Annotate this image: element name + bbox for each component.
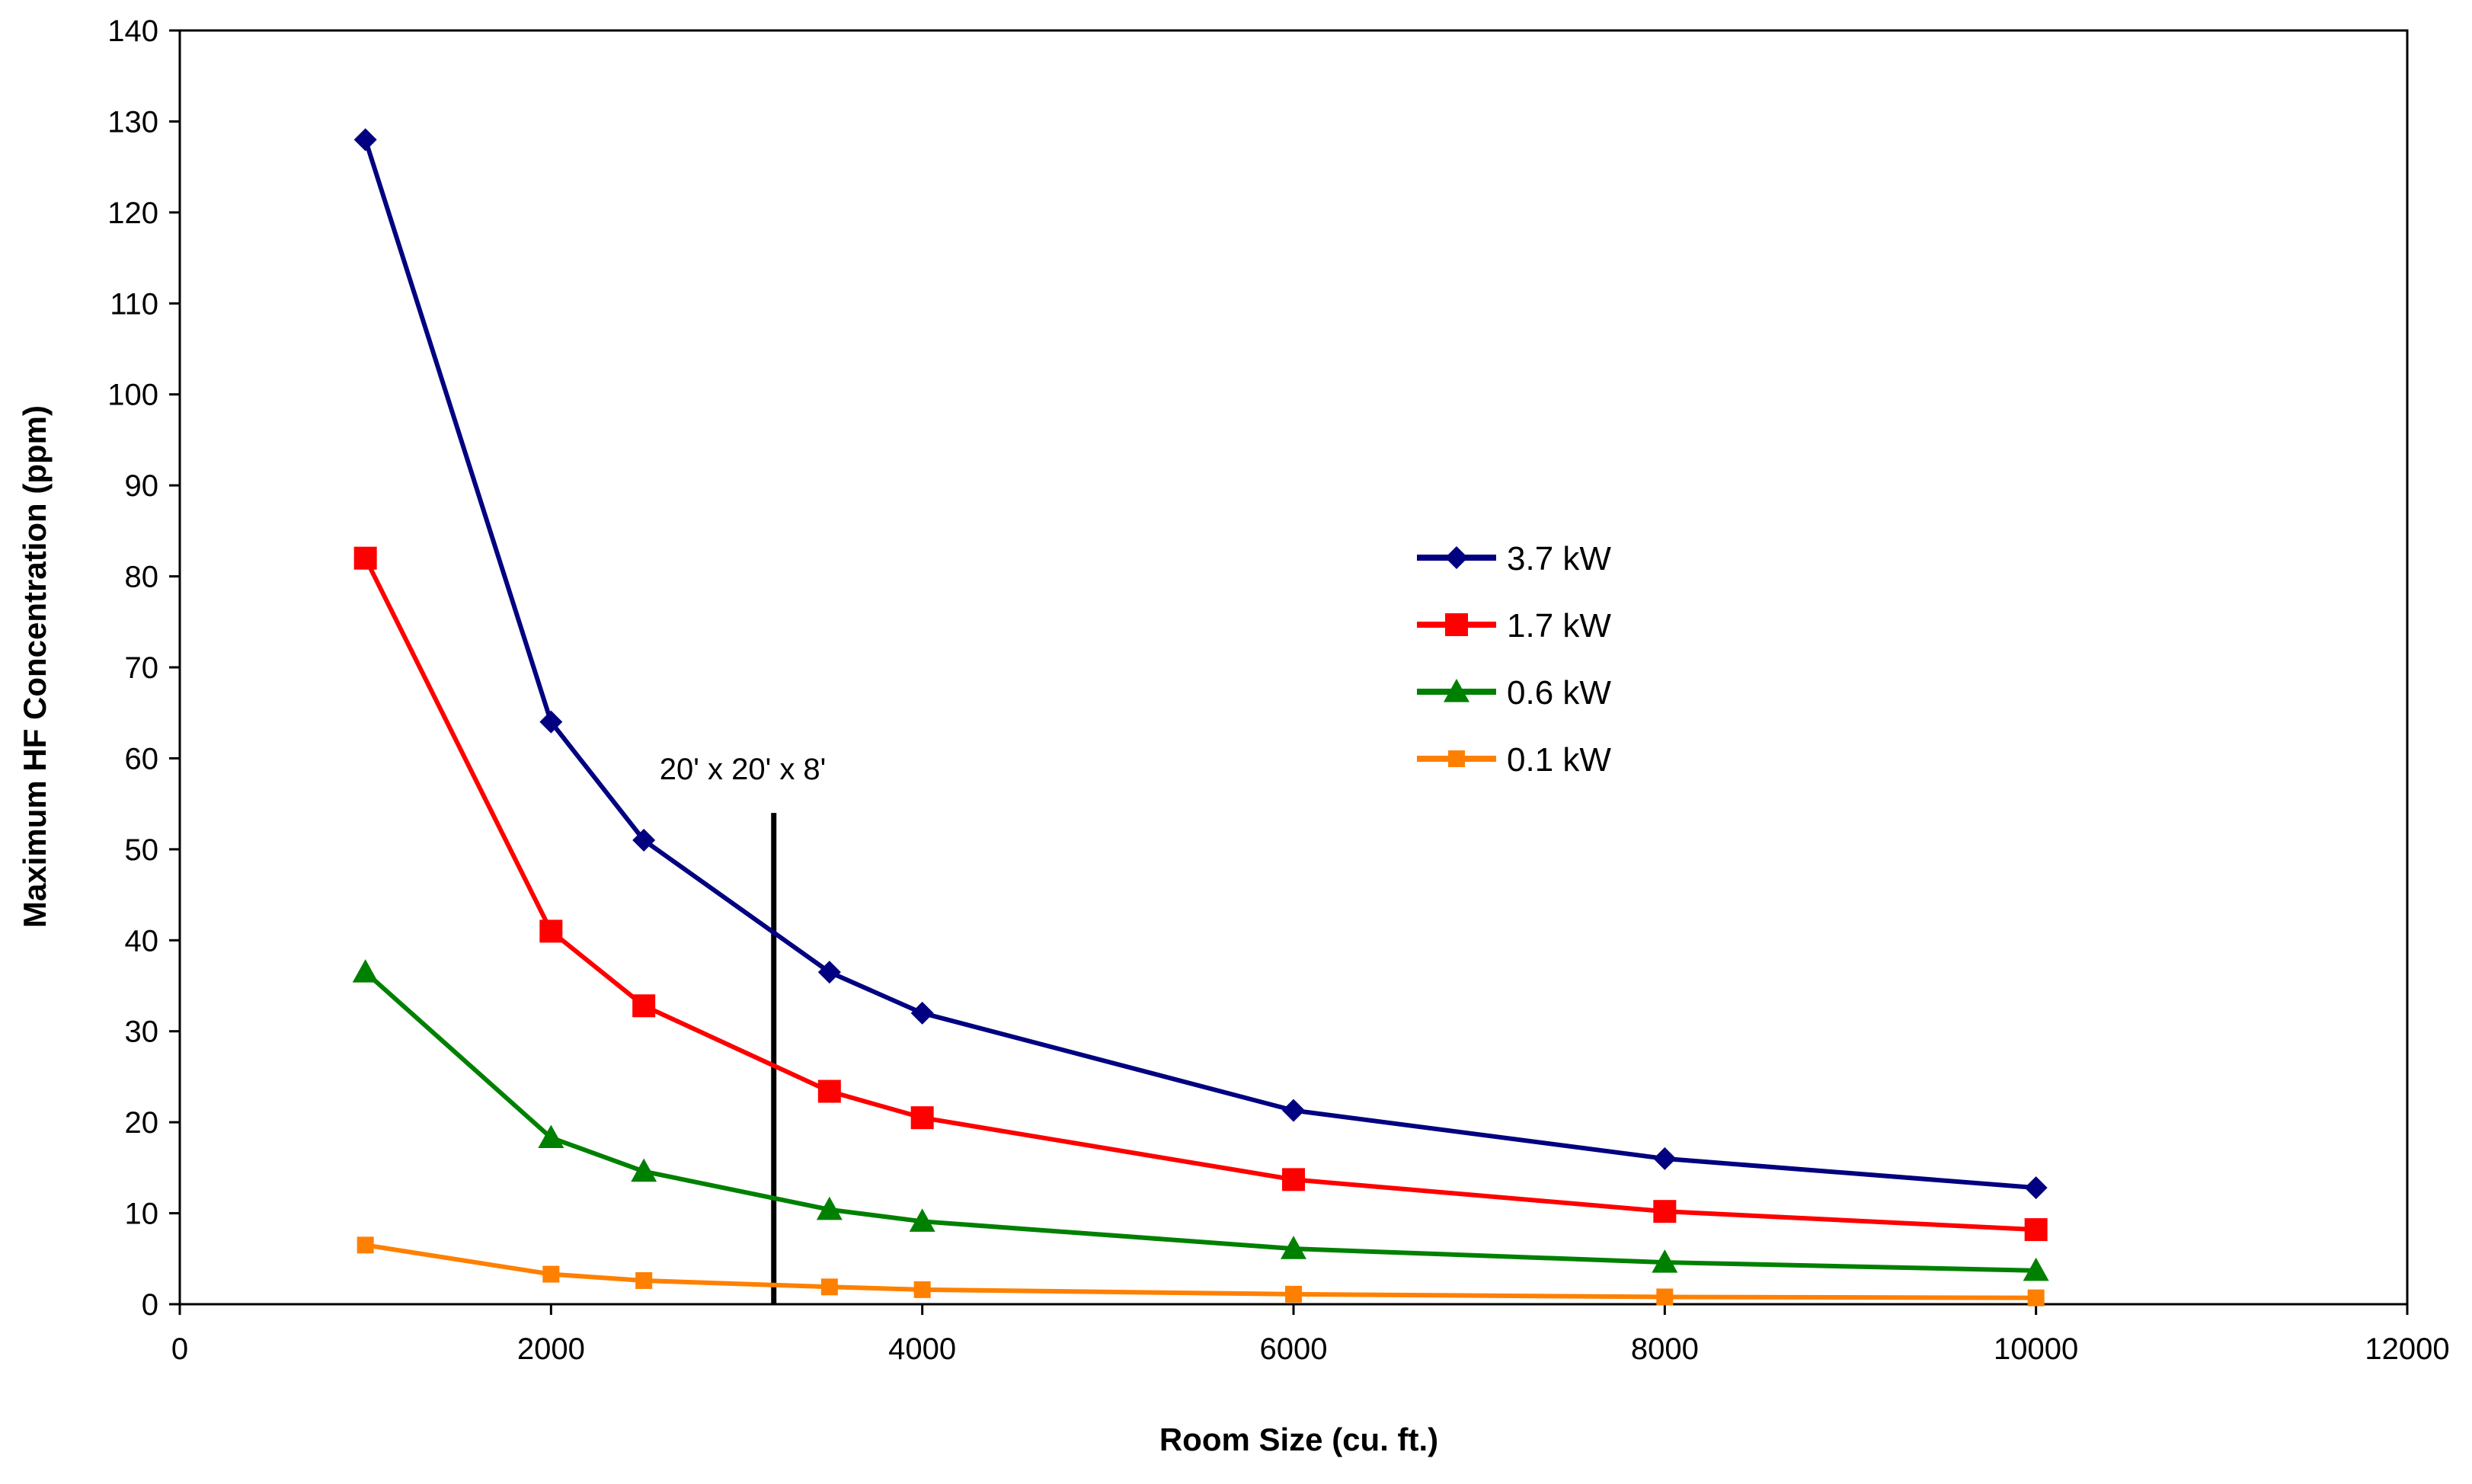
y-tick-label: 140	[107, 14, 158, 48]
y-tick-label: 90	[125, 469, 159, 503]
data-point	[632, 994, 656, 1018]
series-lines	[352, 128, 2049, 1306]
x-tick-label: 2000	[517, 1332, 585, 1366]
data-point	[539, 920, 563, 943]
legend-item: 0.6 kW	[1417, 674, 1611, 712]
data-point	[910, 1106, 934, 1130]
y-tick-label: 0	[142, 1288, 158, 1322]
y-tick-label: 30	[125, 1015, 159, 1049]
data-point	[2024, 1176, 2048, 1200]
legend-label: 0.1 kW	[1507, 741, 1611, 779]
data-point	[538, 1124, 564, 1149]
data-point	[1656, 1288, 1674, 1306]
axes	[169, 29, 2409, 1315]
data-point	[2023, 1257, 2049, 1281]
y-tick-label: 120	[107, 197, 158, 230]
data-point	[2024, 1218, 2048, 1242]
legend-label: 0.6 kW	[1507, 674, 1611, 712]
x-tick-label: 12000	[2365, 1332, 2449, 1366]
data-point	[631, 1158, 657, 1182]
legend: 3.7 kW 1.7 kW 0.6 kW 0.1 kW	[1417, 540, 1611, 779]
y-tick-label: 10	[125, 1198, 159, 1231]
data-point	[817, 961, 841, 984]
data-point	[1653, 1200, 1677, 1223]
series-line	[363, 970, 2036, 1273]
legend-label: 1.7 kW	[1507, 607, 1611, 644]
legend-label: 3.7 kW	[1507, 540, 1611, 577]
y-tick-label: 50	[125, 833, 159, 867]
data-point	[353, 546, 377, 570]
series-3-7-kw	[353, 128, 2048, 1200]
data-point	[909, 1208, 935, 1232]
y-tick-label: 60	[125, 742, 159, 776]
data-point	[353, 128, 377, 152]
x-tick-label: 10000	[1994, 1332, 2078, 1366]
data-point	[542, 1265, 560, 1283]
y-tick-label: 20	[125, 1106, 159, 1140]
tick-labels: 0 10 20 30 40 50 60 70 80 90 100 110 120 130 140 0 2000 4…	[107, 14, 2449, 1366]
series-line	[363, 139, 2036, 1191]
series-0-6-kw	[352, 959, 2049, 1281]
x-axis-title: Room Size (cu. ft.)	[1159, 1422, 1438, 1457]
data-point	[1652, 1249, 1678, 1273]
data-point	[910, 1001, 934, 1025]
data-point	[539, 710, 563, 734]
data-point	[820, 1278, 838, 1296]
data-point	[913, 1281, 931, 1298]
series-0-1-kw	[357, 1236, 2045, 1306]
legend-item: 3.7 kW	[1417, 540, 1611, 577]
room-size-marker-label: 20' x 20' x 8'	[660, 753, 827, 786]
data-point	[1653, 1147, 1677, 1170]
data-point	[352, 959, 379, 983]
y-tick-label: 100	[107, 379, 158, 412]
y-tick-label: 130	[107, 105, 158, 139]
legend-swatch-marker	[1448, 750, 1465, 767]
legend-item: 1.7 kW	[1417, 607, 1611, 644]
data-point	[357, 1236, 374, 1254]
y-tick-label: 110	[110, 287, 158, 321]
data-point	[632, 828, 656, 852]
x-tick-label: 4000	[888, 1332, 956, 1366]
series-line	[363, 557, 2036, 1233]
y-tick-label: 80	[125, 561, 159, 594]
y-tick-label: 70	[125, 651, 159, 685]
x-tick-label: 0	[171, 1332, 188, 1366]
y-axis-title: Maximum HF Concentration (ppm)	[17, 405, 53, 928]
data-point	[635, 1271, 653, 1289]
legend-swatch-marker	[1445, 546, 1468, 569]
series-line	[365, 1243, 2036, 1300]
series-1-7-kw	[353, 546, 2048, 1242]
data-point	[1281, 1236, 1306, 1259]
data-point	[1282, 1168, 1305, 1191]
legend-swatch-marker	[1445, 613, 1468, 636]
x-tick-label: 6000	[1260, 1332, 1328, 1366]
y-tick-label: 40	[125, 924, 159, 958]
annotations: 20' x 20' x 8'	[660, 753, 827, 1304]
data-point	[1282, 1099, 1305, 1122]
data-point	[817, 1079, 841, 1103]
data-point	[2027, 1289, 2045, 1306]
x-tick-label: 8000	[1631, 1332, 1699, 1366]
data-point	[816, 1196, 843, 1220]
legend-swatch-marker	[1444, 679, 1469, 702]
data-point	[1285, 1285, 1302, 1303]
legend-item: 0.1 kW	[1417, 741, 1611, 779]
